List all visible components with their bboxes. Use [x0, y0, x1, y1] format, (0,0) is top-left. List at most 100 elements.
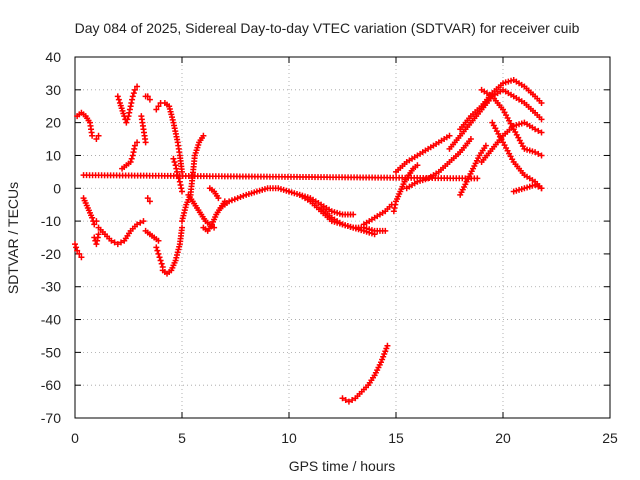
data-point [535, 183, 542, 190]
data-point [114, 241, 121, 248]
data-point [93, 218, 100, 225]
series-arc-17 [179, 132, 207, 225]
series-arc-36 [510, 181, 545, 195]
data-point [153, 244, 160, 251]
series-arc-11 [144, 195, 153, 205]
data-point [446, 132, 453, 139]
series-arc-29 [403, 136, 474, 192]
data-point [156, 254, 163, 261]
data-point [131, 142, 138, 149]
data-point [532, 126, 539, 133]
y-tick-label: -20 [41, 246, 61, 262]
y-tick-label: -30 [41, 279, 61, 295]
data-point [134, 139, 141, 146]
data-point [237, 194, 244, 201]
y-tick-label: 30 [45, 82, 61, 98]
data-point [414, 162, 421, 169]
data-point [76, 250, 83, 257]
y-axis-label: SDTVAR / TECUs [5, 182, 21, 294]
data-point [158, 260, 165, 267]
x-axis-label: GPS time / hours [289, 458, 396, 474]
series-arc-01 [72, 241, 85, 261]
series-arc-13 [153, 99, 185, 175]
data-point [382, 227, 389, 234]
data-point [93, 136, 100, 143]
y-tick-label: -10 [41, 213, 61, 229]
data-point [144, 195, 151, 202]
y-tick-label: 40 [45, 49, 61, 65]
data-point [137, 219, 144, 226]
series-arc-21 [217, 185, 292, 211]
data-point [532, 149, 539, 156]
data-point [240, 192, 247, 199]
data-point [134, 221, 141, 228]
data-point [144, 93, 151, 100]
data-point [89, 214, 96, 221]
series-arc-03 [80, 195, 100, 228]
data-point [231, 196, 238, 203]
series-arc-06 [95, 218, 147, 248]
data-point [155, 250, 162, 257]
data-point [124, 116, 131, 123]
series-arc-25 [360, 201, 395, 228]
data-point [129, 93, 136, 100]
data-point [474, 175, 481, 182]
data-point [200, 132, 207, 139]
y-tick-label: -70 [41, 410, 61, 426]
data-point [72, 241, 78, 248]
data-point [228, 197, 235, 204]
y-tick-label: -50 [41, 344, 61, 360]
data-point [538, 99, 545, 106]
data-point [157, 257, 164, 264]
data-point [234, 195, 241, 202]
data-point [211, 224, 218, 231]
ticks-layer: 0 5 10 15 20 25 -70 -60 -50 -40 -30 -20 -10 0 10 20 30 40 [41, 49, 618, 446]
data-point [128, 155, 135, 162]
data-point [108, 237, 115, 244]
data-point [153, 106, 160, 113]
data-point [123, 119, 130, 126]
data-point [74, 247, 81, 254]
data-point [114, 93, 121, 100]
data-point [342, 396, 349, 403]
series-arc-07 [114, 83, 141, 126]
data-point [154, 247, 161, 254]
y-tick-label: -60 [41, 377, 61, 393]
data-point [146, 96, 153, 103]
series-arc-37 [80, 172, 481, 182]
series-arc-34 [489, 119, 545, 192]
x-tick-label: 10 [281, 430, 297, 446]
data-point [538, 185, 545, 192]
data-point [146, 198, 153, 205]
data-point [226, 198, 233, 205]
y-tick-label: 0 [53, 180, 61, 196]
series-arc-10 [142, 93, 153, 103]
data-point [140, 218, 147, 225]
series-arc-15 [159, 224, 185, 277]
data-point [179, 224, 185, 231]
series-arc-32 [457, 142, 489, 198]
data-point [131, 86, 138, 93]
data-point [538, 116, 545, 123]
data-point [78, 254, 85, 261]
series-arc-16 [170, 155, 185, 195]
data-point [111, 239, 118, 246]
y-tick-label: 10 [45, 147, 61, 163]
data-point [384, 342, 391, 349]
data-point [179, 188, 185, 195]
series-arc-28 [393, 132, 453, 175]
data-point [95, 231, 102, 238]
data-point [532, 181, 539, 188]
x-tick-label: 0 [71, 430, 79, 446]
data-point [127, 159, 134, 166]
grid-layer [75, 57, 610, 418]
data-point [467, 136, 474, 143]
series-arc-24 [318, 204, 378, 238]
data-point [482, 142, 489, 149]
data-point [345, 398, 352, 405]
data-point [371, 231, 378, 238]
chart-title: Day 084 of 2025, Sidereal Day-to-day VTE… [75, 20, 580, 36]
data-point [155, 237, 162, 244]
data-point [349, 396, 356, 403]
